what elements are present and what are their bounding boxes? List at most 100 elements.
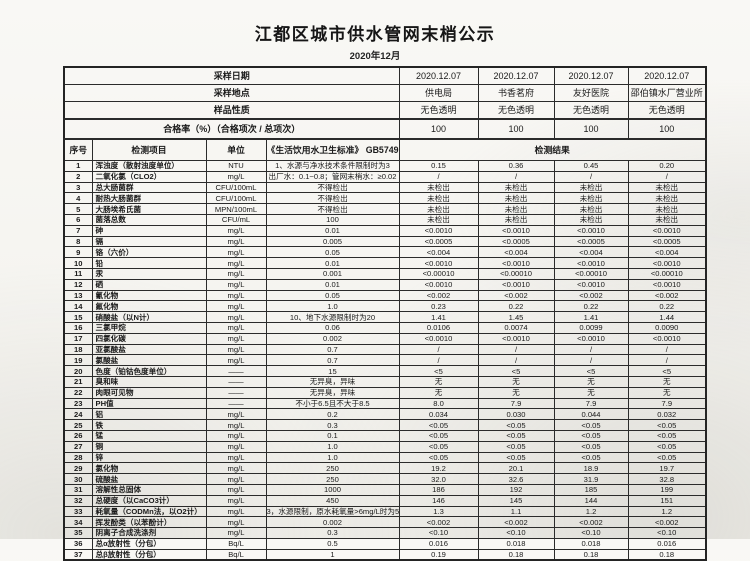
cell-result-1: <0.05 — [398, 440, 479, 453]
cell-result-2: <0.05 — [477, 451, 555, 464]
cell-standard: 0.05 — [265, 246, 400, 259]
cell-item: 氯化物 — [91, 462, 207, 475]
cell-result-2: <0.0010 — [477, 224, 555, 237]
cell-no: 4 — [63, 192, 93, 205]
cell-result-2: <0.0010 — [477, 332, 555, 345]
cell-result-2: 0.0074 — [477, 321, 555, 334]
cell-standard: 0.002 — [265, 516, 400, 529]
page-title: 江都区城市供水管网末梢公示 — [254, 25, 496, 44]
cell-standard: 不得检出 — [265, 192, 400, 205]
cell-result-3: 144 — [553, 494, 629, 507]
cell-item: 硫酸盐 — [91, 473, 207, 485]
table-row: 13 氰化物 mg/L 0.05 <0.002 <0.002 <0.002 <0.002 — [63, 289, 707, 302]
cell-unit: Bq/L — [205, 537, 267, 550]
cell-standard: 出厂水：0.1~0.8；管网末梢水：≥0.02 — [265, 170, 400, 183]
cell-result-4: <5 — [627, 365, 707, 377]
cell-result-1: <0.0010 — [398, 332, 479, 345]
info-row-label: 采样地点 — [63, 84, 400, 102]
table-row: 12 硒 mg/L 0.01 <0.0010 <0.0010 <0.0010 <0.0010 — [63, 278, 707, 291]
cell-no: 21 — [63, 375, 93, 388]
info-row-value: 友好医院 — [553, 84, 629, 102]
info-row-label: 样品性质 — [63, 101, 400, 120]
cell-unit: MPN/100mL — [205, 203, 267, 215]
cell-result-2: 0.018 — [477, 537, 555, 550]
cell-result-1: 8.0 — [398, 397, 479, 410]
table-row: 18 亚氯酸盐 mg/L 0.7// / / — [63, 343, 707, 356]
cell-result-3: 7.9 — [553, 397, 629, 410]
cell-result-4: 未检出 — [627, 213, 707, 226]
cell-result-1: 未检出 — [398, 192, 479, 205]
table-row: 27 铜 mg/L 1.0 <0.05 <0.05 <0.05 <0.05 — [63, 440, 707, 453]
cell-result-2: 0.22 — [477, 300, 555, 313]
cell-item: 耐热大肠菌群 — [91, 192, 207, 205]
cell-result-2: <0.0005 — [477, 235, 555, 248]
cell-item: PH值 — [91, 397, 207, 410]
cell-item: 镉 — [91, 235, 207, 248]
cell-result-1: 186 — [398, 483, 479, 496]
cell-unit: —— — [205, 375, 267, 388]
cell-result-4: 0.016 — [627, 537, 707, 550]
cell-result-1: <0.002 — [398, 516, 479, 529]
cell-item: 铜 — [91, 440, 207, 453]
cell-result-2: / — [477, 343, 555, 356]
cell-no: 18 — [63, 343, 93, 356]
cell-no: 7 — [63, 224, 93, 237]
cell-no: 11 — [63, 267, 93, 280]
table-row: 1 浑浊度（散射浊度单位） NTU 1、水源与净水技术条件限制时为3 0.15 0.36 0… — [63, 160, 707, 172]
cell-item: 氯酸盐 — [91, 354, 207, 367]
cell-result-3: 0.018 — [553, 537, 629, 550]
cell-result-4: <0.0010 — [627, 224, 707, 237]
sampling-info-row: 样品性质 无色透明 无色透明 无色透明 无色透明 — [63, 101, 707, 120]
cell-standard: 0.01 — [265, 224, 400, 237]
cell-result-1: <0.0005 — [398, 235, 479, 248]
cell-unit: mg/L — [205, 267, 267, 280]
cell-result-3: 无 — [553, 386, 629, 399]
table-row: 28 锌 mg/L 1.0 <0.05 <0.05 <0.05 <0.05 — [63, 451, 707, 464]
cell-result-3: <0.002 — [553, 289, 629, 302]
cell-standard: 3，水源限制，原水耗氧量>6mg/L时为5 — [265, 505, 400, 518]
cell-standard: 10、地下水源限制时为20 — [265, 311, 400, 323]
cell-no: 23 — [63, 397, 93, 410]
cell-result-4: 未检出 — [627, 192, 707, 205]
cell-standard: 1、水源与净水技术条件限制时为3 — [265, 160, 400, 172]
cell-result-2: <5 — [477, 365, 555, 377]
cell-no: 1 — [63, 160, 93, 172]
col-header-no: 序号 — [63, 138, 93, 161]
cell-no: 16 — [63, 321, 93, 334]
cell-result-3: <0.00010 — [553, 267, 629, 280]
sampling-info-row: 采样地点 供电局 书香茗府 友好医院 邵伯镇水厂营业所 — [63, 84, 707, 102]
cell-no: 17 — [63, 332, 93, 345]
cell-no: 28 — [63, 451, 93, 464]
table-row: 2 二氧化氯（CLO2） mg/L 出厂水：0.1~0.8；管网末梢水：≥0.02//… — [63, 170, 707, 183]
cell-result-4: 0.032 — [627, 408, 707, 421]
cell-result-4: <0.05 — [627, 451, 707, 464]
cell-standard: 1 — [265, 548, 400, 561]
cell-result-3: <0.10 — [553, 527, 629, 539]
cell-result-4: 0.0090 — [627, 321, 707, 334]
cell-standard: 250 — [265, 473, 400, 485]
cell-result-1: <0.00010 — [398, 267, 479, 280]
cell-standard: 450 — [265, 494, 400, 507]
cell-result-1: <0.0010 — [398, 257, 479, 269]
cell-standard: 0.06 — [265, 321, 400, 334]
cell-unit: mg/L — [205, 494, 267, 507]
cell-result-4: 未检出 — [627, 203, 707, 215]
col-header-standard: 《生活饮用水卫生标准》 GB5749 — [265, 138, 400, 161]
cell-result-1: 0.016 — [398, 537, 479, 550]
cell-result-4: 7.9 — [627, 397, 707, 410]
cell-standard: 0.2 — [265, 408, 400, 421]
cell-unit: mg/L — [205, 321, 267, 334]
cell-result-2: 未检出 — [477, 213, 555, 226]
cell-result-4: 未检出 — [627, 181, 707, 194]
cell-result-2: <0.004 — [477, 246, 555, 259]
cell-standard: 不得检出 — [265, 203, 400, 215]
cell-result-2: 1.1 — [477, 505, 555, 518]
cell-no: 8 — [63, 235, 93, 248]
table-row: 22 肉眼可见物 —— 无异臭，异味无无无无 — [63, 386, 707, 399]
col-header-item: 检测项目 — [91, 138, 207, 161]
cell-result-4: <0.05 — [627, 419, 707, 431]
cell-result-3: <0.05 — [553, 429, 629, 442]
cell-item: 总大肠菌群 — [91, 181, 207, 194]
cell-standard: 不得检出 — [265, 181, 400, 194]
cell-result-1: 0.15 — [398, 160, 479, 172]
